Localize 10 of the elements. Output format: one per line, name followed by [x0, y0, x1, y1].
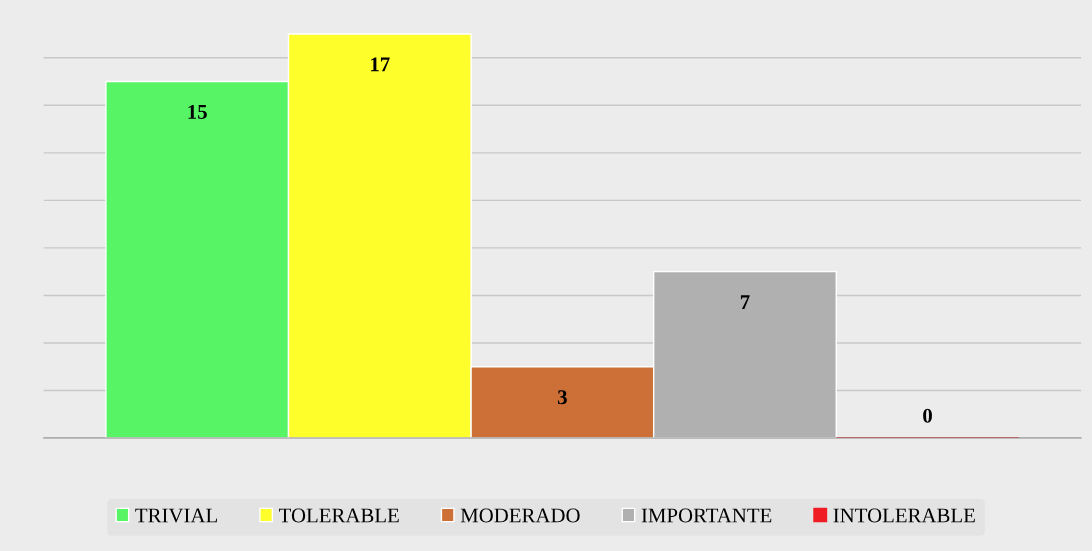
data-label: 3: [557, 390, 567, 405]
data-label: 0: [923, 408, 932, 423]
legend-label: TOLERABLE: [279, 508, 399, 523]
data-label: 15: [188, 104, 207, 119]
data-label: 7: [740, 295, 750, 309]
data-label: 17: [371, 57, 390, 72]
legend-label: INTOLERABLE: [833, 508, 975, 523]
legend-label: IMPORTANTE: [641, 508, 772, 523]
legend-label: TRIVIAL: [135, 508, 217, 523]
legend-label: MODERADO: [460, 508, 580, 523]
